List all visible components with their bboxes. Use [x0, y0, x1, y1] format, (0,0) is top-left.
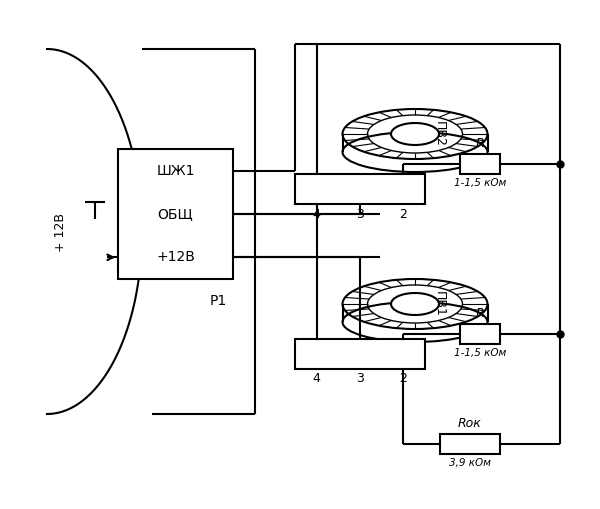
Text: Р1: Р1 — [209, 294, 227, 308]
Text: R: R — [476, 307, 484, 320]
Text: ПВ1: ПВ1 — [433, 291, 446, 317]
Ellipse shape — [391, 123, 439, 145]
Text: +12В: +12В — [156, 250, 195, 264]
Bar — [295, 339, 425, 369]
Text: 1-1,5 кОм: 1-1,5 кОм — [454, 178, 506, 188]
Text: ПВ2: ПВ2 — [433, 121, 446, 147]
Text: + 12В: + 12В — [53, 212, 67, 251]
Text: ШЖ1: ШЖ1 — [156, 164, 195, 178]
Text: 3: 3 — [356, 373, 364, 385]
Bar — [118, 149, 233, 279]
Text: 2: 2 — [400, 208, 407, 220]
Text: 3,9 кОм: 3,9 кОм — [449, 458, 491, 468]
Bar — [460, 154, 500, 174]
Bar — [295, 174, 425, 204]
Bar — [460, 324, 500, 344]
Text: 1-1,5 кОм: 1-1,5 кОм — [454, 348, 506, 358]
Text: R: R — [476, 137, 484, 150]
Bar — [440, 434, 500, 454]
Ellipse shape — [391, 293, 439, 315]
Text: 4: 4 — [313, 208, 320, 220]
Text: 3: 3 — [356, 208, 364, 220]
Text: 2: 2 — [400, 373, 407, 385]
Text: ОБЩ: ОБЩ — [158, 207, 193, 221]
Text: 4: 4 — [313, 373, 320, 385]
Text: Rок: Rок — [458, 417, 482, 430]
